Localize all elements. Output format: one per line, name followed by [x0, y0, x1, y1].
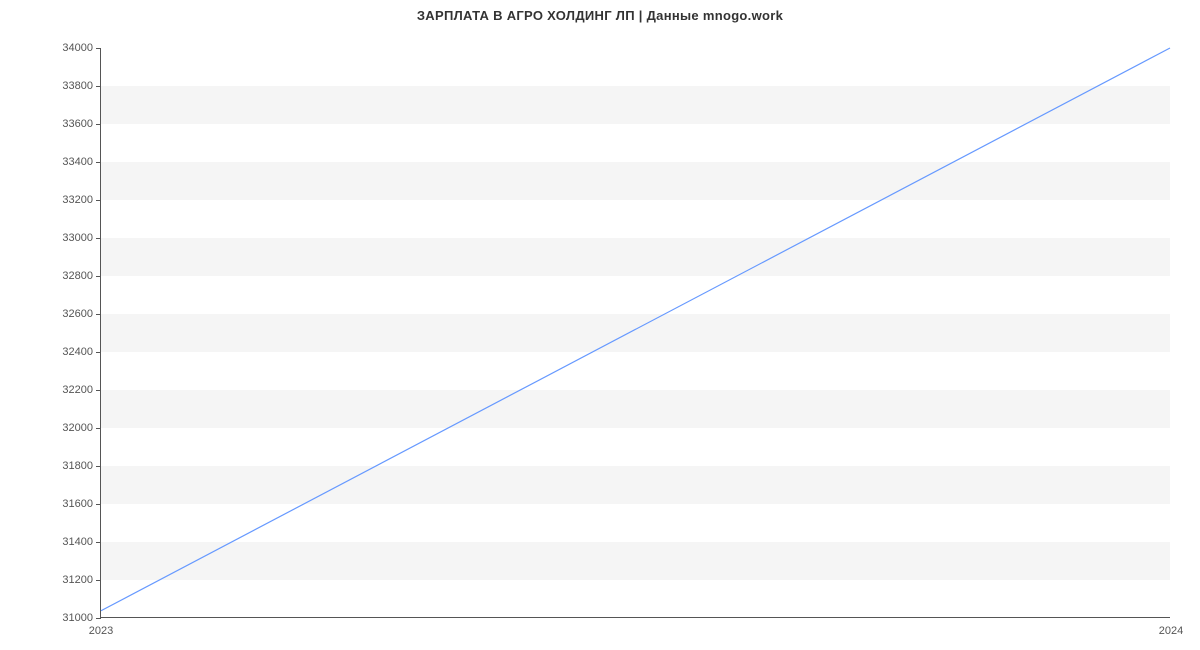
- y-tick-mark: [96, 466, 101, 467]
- x-tick-label: 2024: [1159, 625, 1183, 637]
- y-tick-label: 33600: [62, 118, 93, 130]
- y-tick-label: 32200: [62, 384, 93, 396]
- y-tick-label: 31600: [62, 498, 93, 510]
- y-tick-mark: [96, 238, 101, 239]
- y-tick-mark: [96, 618, 101, 619]
- y-tick-mark: [96, 48, 101, 49]
- y-tick-mark: [96, 542, 101, 543]
- y-tick-mark: [96, 124, 101, 125]
- y-tick-mark: [96, 352, 101, 353]
- y-tick-label: 32400: [62, 346, 93, 358]
- y-tick-label: 33200: [62, 194, 93, 206]
- y-tick-mark: [96, 276, 101, 277]
- line-layer: [101, 48, 1170, 617]
- y-tick-label: 33400: [62, 156, 93, 168]
- x-tick-label: 2023: [89, 625, 113, 637]
- y-tick-label: 31200: [62, 574, 93, 586]
- y-tick-mark: [96, 200, 101, 201]
- y-tick-mark: [96, 314, 101, 315]
- y-tick-mark: [96, 580, 101, 581]
- y-tick-label: 33800: [62, 80, 93, 92]
- y-tick-mark: [96, 428, 101, 429]
- y-tick-label: 32600: [62, 308, 93, 320]
- y-tick-label: 31000: [62, 612, 93, 624]
- y-tick-mark: [96, 504, 101, 505]
- y-tick-mark: [96, 390, 101, 391]
- y-tick-mark: [96, 162, 101, 163]
- chart-title: ЗАРПЛАТА В АГРО ХОЛДИНГ ЛП | Данные mnog…: [0, 8, 1200, 23]
- y-tick-label: 31800: [62, 460, 93, 472]
- y-tick-label: 33000: [62, 232, 93, 244]
- plot-area: 3100031200314003160031800320003220032400…: [100, 48, 1170, 618]
- y-tick-label: 31400: [62, 536, 93, 548]
- y-tick-label: 34000: [62, 42, 93, 54]
- y-tick-label: 32000: [62, 422, 93, 434]
- y-tick-label: 32800: [62, 270, 93, 282]
- series-line-salary: [101, 48, 1170, 611]
- y-tick-mark: [96, 86, 101, 87]
